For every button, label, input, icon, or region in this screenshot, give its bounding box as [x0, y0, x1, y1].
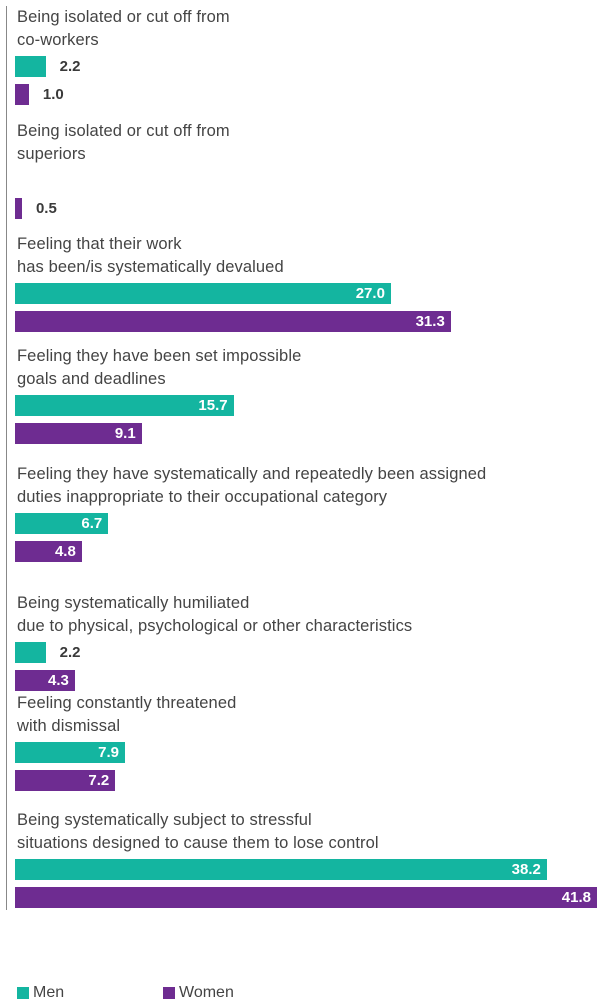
bar-value-label: 15.7 [198, 397, 228, 414]
legend: Men Women [17, 984, 234, 1002]
bar-value-label: 0.5 [35, 200, 57, 217]
y-axis-line [6, 6, 7, 910]
bar-women [15, 423, 142, 444]
bar-value-label: 1.0 [42, 86, 64, 103]
bar-women [15, 541, 82, 562]
category-label: Feeling they have been set impossible go… [17, 347, 302, 388]
category-label: Feeling that their work has been/is syst… [17, 235, 284, 276]
category-label: Being systematically humiliated due to p… [17, 594, 413, 635]
legend-label-men: Men [33, 984, 65, 1001]
bar-value-label: 7.9 [98, 744, 119, 761]
bar-men [15, 395, 234, 416]
category-label: Feeling they have systematically and rep… [17, 465, 487, 506]
bar-value-label: 27.0 [355, 285, 385, 302]
bar-value-label: 41.8 [561, 889, 591, 906]
bar-value-label: 2.2 [59, 644, 81, 661]
category-label: Being systematically subject to stressfu… [17, 811, 379, 852]
bar-women [15, 198, 22, 219]
category-label: Feeling constantly threatened with dismi… [17, 694, 237, 735]
legend-item-women: Women [163, 984, 234, 1002]
bar-women [15, 311, 451, 332]
bar-value-label: 38.2 [511, 861, 541, 878]
bar-men [15, 642, 46, 663]
bar-men [15, 513, 109, 534]
legend-item-men: Men [17, 984, 163, 1002]
bar-value-label: 31.3 [415, 313, 445, 330]
bar-men [15, 859, 547, 880]
bar-men [15, 742, 125, 763]
category-label: Being isolated or cut off from superiors [17, 122, 230, 163]
legend-swatch-men [17, 987, 29, 999]
category-label: Being isolated or cut off from co-worker… [17, 8, 230, 49]
bar-value-label: 9.1 [114, 425, 136, 442]
bar-value-label: 4.3 [48, 672, 69, 689]
bar-value-label: 4.8 [54, 543, 76, 560]
legend-swatch-women [163, 987, 175, 999]
bar-value-label: 7.2 [88, 772, 110, 789]
bar-women [15, 887, 597, 908]
bar-value-label: 2.2 [59, 58, 81, 75]
bar-women [15, 770, 116, 791]
bar-value-label: 6.7 [81, 515, 103, 532]
bar-women [15, 670, 75, 691]
bar-men [15, 283, 391, 304]
bar-women [15, 84, 29, 105]
legend-label-women: Women [179, 984, 234, 1001]
bar-men [15, 56, 46, 77]
